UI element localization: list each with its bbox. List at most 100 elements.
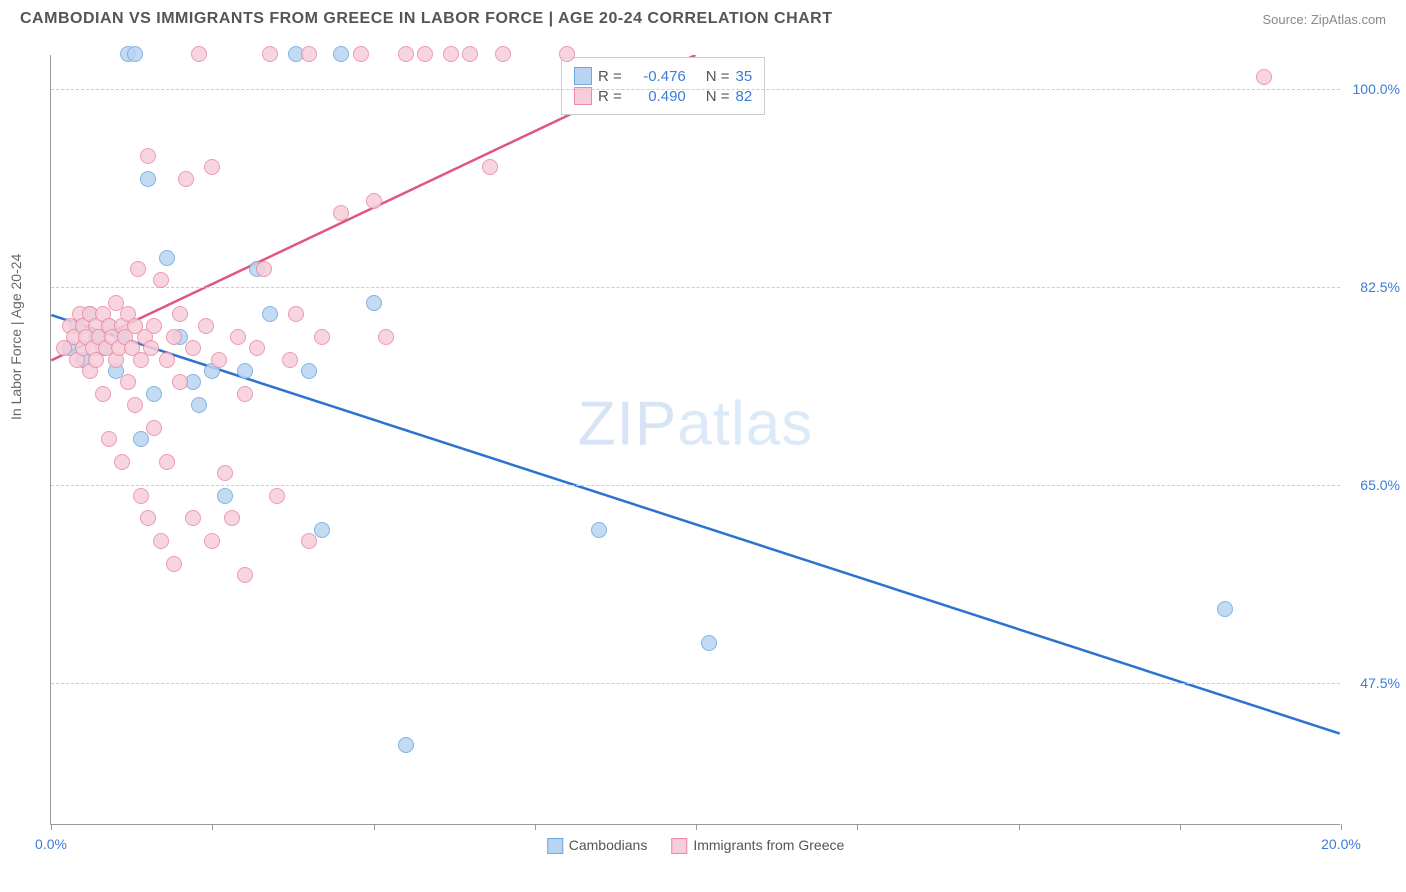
data-point xyxy=(301,46,317,62)
y-tick-label: 65.0% xyxy=(1360,477,1400,493)
data-point xyxy=(133,431,149,447)
data-point xyxy=(366,295,382,311)
data-point xyxy=(133,488,149,504)
data-point xyxy=(95,386,111,402)
gridline-h xyxy=(51,89,1340,90)
x-tick xyxy=(696,824,697,830)
source-label: Source: ZipAtlas.com xyxy=(1262,12,1386,27)
y-tick-label: 100.0% xyxy=(1353,81,1400,97)
legend-r-label: R = xyxy=(598,68,622,85)
correlation-legend-box: R = -0.476 N = 35 R = 0.490 N = 82 xyxy=(561,57,765,115)
legend-r-value: 0.490 xyxy=(628,88,686,105)
gridline-h xyxy=(51,485,1340,486)
data-point xyxy=(269,488,285,504)
data-point xyxy=(237,363,253,379)
data-point xyxy=(146,420,162,436)
data-point xyxy=(127,46,143,62)
data-point xyxy=(443,46,459,62)
data-point xyxy=(153,272,169,288)
x-tick xyxy=(374,824,375,830)
data-point xyxy=(314,522,330,538)
legend-label: Cambodians xyxy=(569,837,648,853)
data-point xyxy=(224,510,240,526)
data-point xyxy=(114,454,130,470)
y-tick-label: 82.5% xyxy=(1360,279,1400,295)
x-tick xyxy=(1180,824,1181,830)
data-point xyxy=(159,250,175,266)
data-point xyxy=(217,465,233,481)
legend-r-value: -0.476 xyxy=(628,68,686,85)
data-point xyxy=(262,306,278,322)
watermark-atlas: atlas xyxy=(677,390,813,459)
gridline-h xyxy=(51,287,1340,288)
data-point xyxy=(140,148,156,164)
legend-n-label: N = xyxy=(706,88,730,105)
watermark-zip: ZIP xyxy=(578,390,677,459)
data-point xyxy=(1256,69,1272,85)
data-point xyxy=(140,171,156,187)
legend-n-value: 35 xyxy=(736,68,753,85)
data-point xyxy=(333,205,349,221)
data-point xyxy=(146,386,162,402)
data-point xyxy=(256,261,272,277)
data-point xyxy=(314,329,330,345)
data-point xyxy=(282,352,298,368)
data-point xyxy=(185,340,201,356)
legend-swatch xyxy=(671,838,687,854)
legend-n-value: 82 xyxy=(736,88,753,105)
data-point xyxy=(178,171,194,187)
data-point xyxy=(249,340,265,356)
legend-item: Cambodians xyxy=(547,837,648,854)
data-point xyxy=(591,522,607,538)
data-point xyxy=(217,488,233,504)
data-point xyxy=(140,510,156,526)
legend-swatch xyxy=(547,838,563,854)
data-point xyxy=(366,193,382,209)
chart-title: CAMBODIAN VS IMMIGRANTS FROM GREECE IN L… xyxy=(20,10,833,28)
watermark: ZIPatlas xyxy=(578,389,813,460)
x-tick xyxy=(857,824,858,830)
data-point xyxy=(143,340,159,356)
data-point xyxy=(559,46,575,62)
data-point xyxy=(353,46,369,62)
data-point xyxy=(159,352,175,368)
legend-item: Immigrants from Greece xyxy=(671,837,844,854)
data-point xyxy=(237,386,253,402)
data-point xyxy=(120,374,136,390)
legend-swatch xyxy=(574,67,592,85)
legend-r-label: R = xyxy=(598,88,622,105)
data-point xyxy=(130,261,146,277)
data-point xyxy=(185,510,201,526)
data-point xyxy=(1217,601,1233,617)
x-tick-label: 20.0% xyxy=(1321,836,1361,852)
data-point xyxy=(166,556,182,572)
data-point xyxy=(101,431,117,447)
chart-plot-area: ZIPatlas R =-0.476N =35R =0.490N =82 Cam… xyxy=(50,55,1340,825)
data-point xyxy=(333,46,349,62)
data-point xyxy=(301,363,317,379)
data-point xyxy=(172,306,188,322)
data-point xyxy=(172,374,188,390)
data-point xyxy=(482,159,498,175)
data-point xyxy=(146,318,162,334)
x-tick xyxy=(1019,824,1020,830)
gridline-h xyxy=(51,683,1340,684)
legend-correlation-row: R = -0.476 N = 35 xyxy=(574,67,752,85)
data-point xyxy=(159,454,175,470)
y-tick-label: 47.5% xyxy=(1360,675,1400,691)
y-axis-label: In Labor Force | Age 20-24 xyxy=(8,254,24,420)
data-point xyxy=(288,306,304,322)
data-point xyxy=(462,46,478,62)
data-point xyxy=(204,533,220,549)
data-point xyxy=(398,737,414,753)
data-point xyxy=(153,533,169,549)
data-point xyxy=(417,46,433,62)
data-point xyxy=(701,635,717,651)
data-point xyxy=(127,397,143,413)
x-tick xyxy=(535,824,536,830)
data-point xyxy=(237,567,253,583)
data-point xyxy=(191,397,207,413)
legend-n-label: N = xyxy=(706,68,730,85)
legend-label: Immigrants from Greece xyxy=(693,837,844,853)
x-tick xyxy=(51,824,52,830)
